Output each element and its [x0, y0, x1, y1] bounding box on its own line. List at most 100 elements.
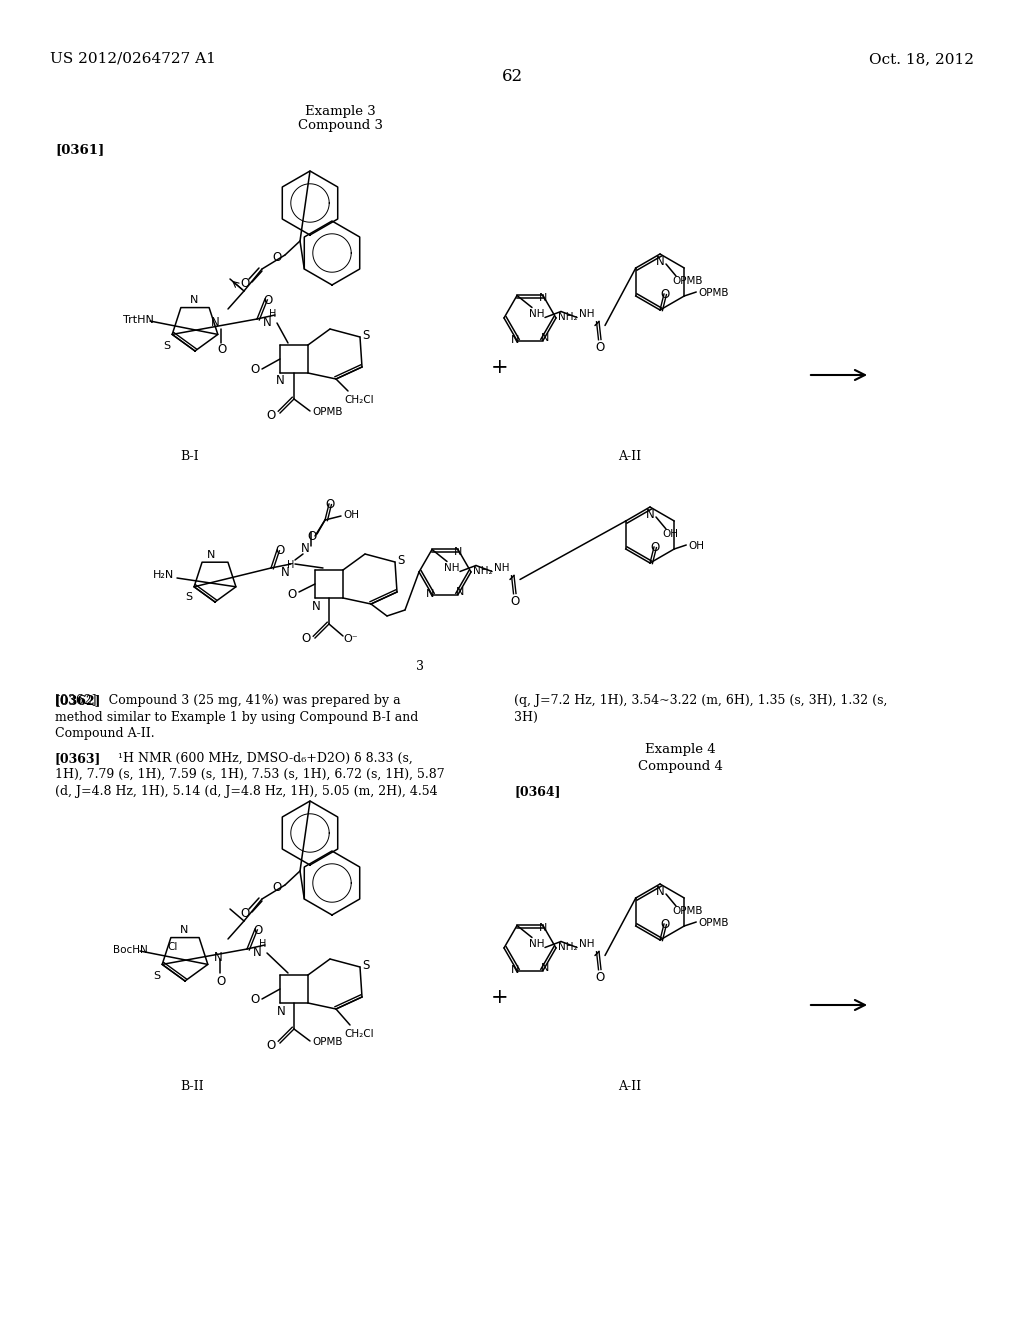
- Text: CH₂Cl: CH₂Cl: [344, 395, 374, 405]
- Text: N: N: [539, 924, 548, 933]
- Text: H: H: [287, 560, 294, 570]
- Text: O: O: [301, 632, 310, 645]
- Text: N: N: [281, 566, 290, 579]
- Text: ¹H NMR (600 MHz, DMSO-d₆+D2O) δ 8.33 (s,: ¹H NMR (600 MHz, DMSO-d₆+D2O) δ 8.33 (s,: [110, 752, 413, 764]
- Text: +: +: [492, 987, 509, 1007]
- Text: O: O: [595, 972, 604, 985]
- Text: 1H), 7.79 (s, 1H), 7.59 (s, 1H), 7.53 (s, 1H), 6.72 (s, 1H), 5.87: 1H), 7.79 (s, 1H), 7.59 (s, 1H), 7.53 (s…: [55, 768, 444, 781]
- Text: O: O: [253, 924, 262, 937]
- Text: O: O: [660, 288, 670, 301]
- Text: S: S: [163, 341, 170, 351]
- Text: Compound A-II.: Compound A-II.: [55, 727, 155, 741]
- Text: N: N: [426, 589, 434, 598]
- Text: N: N: [541, 962, 549, 973]
- Text: H: H: [269, 309, 276, 319]
- Text: NH: NH: [494, 564, 510, 573]
- Text: N: N: [312, 601, 321, 612]
- Text: O: O: [287, 587, 296, 601]
- Text: B-I: B-I: [180, 450, 199, 463]
- Text: S: S: [397, 554, 404, 568]
- Text: A-II: A-II: [618, 450, 641, 463]
- Text: Compound 3: Compound 3: [298, 119, 383, 132]
- Text: O: O: [250, 363, 259, 376]
- Text: N: N: [656, 884, 665, 898]
- Text: O: O: [217, 343, 226, 356]
- Text: NH: NH: [579, 309, 595, 319]
- Text: Example 4: Example 4: [645, 743, 716, 756]
- Text: O⁻: O⁻: [343, 634, 357, 644]
- Text: NH₂: NH₂: [473, 566, 493, 576]
- Text: N: N: [253, 946, 262, 960]
- Text: N: N: [190, 294, 199, 305]
- Text: O: O: [660, 917, 670, 931]
- Text: O: O: [266, 409, 275, 422]
- Text: N: N: [214, 950, 223, 964]
- Text: [0364]: [0364]: [514, 785, 560, 797]
- Text: OPMB: OPMB: [672, 906, 702, 916]
- Text: O: O: [275, 544, 285, 557]
- Text: N: N: [207, 550, 215, 560]
- Text: S: S: [185, 591, 193, 602]
- Text: Example 3: Example 3: [304, 106, 376, 117]
- Text: A-II: A-II: [618, 1080, 641, 1093]
- Text: [0363]: [0363]: [55, 752, 101, 764]
- Text: Oct. 18, 2012: Oct. 18, 2012: [869, 51, 974, 66]
- Text: N: N: [454, 548, 463, 557]
- Text: O: O: [307, 531, 316, 543]
- Text: H₂N: H₂N: [153, 570, 174, 579]
- Text: NH: NH: [529, 940, 545, 949]
- Text: B-II: B-II: [180, 1080, 204, 1093]
- Text: O: O: [266, 1039, 275, 1052]
- Text: OH: OH: [343, 510, 359, 520]
- Text: S: S: [362, 960, 370, 972]
- Text: O: O: [510, 595, 519, 609]
- Text: CH₂Cl: CH₂Cl: [344, 1030, 374, 1039]
- Text: [0362]: [0362]: [55, 694, 101, 708]
- Text: N: N: [211, 315, 220, 329]
- Text: N: N: [263, 315, 271, 329]
- Text: O: O: [650, 541, 659, 554]
- Text: NH₂: NH₂: [558, 312, 578, 322]
- Text: TrtHN: TrtHN: [123, 315, 154, 325]
- Text: S: S: [362, 329, 370, 342]
- Text: [0362]   Compound 3 (25 mg, 41%) was prepared by a: [0362] Compound 3 (25 mg, 41%) was prepa…: [55, 694, 400, 708]
- Text: N: N: [646, 508, 654, 521]
- Text: N: N: [511, 334, 519, 345]
- Text: OPMB: OPMB: [672, 276, 702, 286]
- Text: S: S: [153, 972, 160, 981]
- Text: NH: NH: [579, 940, 595, 949]
- Text: N: N: [541, 333, 549, 342]
- Text: N: N: [301, 543, 309, 554]
- Text: N: N: [539, 293, 548, 304]
- Text: H: H: [259, 939, 266, 949]
- Text: N: N: [656, 255, 665, 268]
- Text: N: N: [456, 586, 464, 597]
- Text: N: N: [180, 925, 188, 935]
- Text: NH₂: NH₂: [558, 942, 578, 952]
- Text: Cl: Cl: [167, 941, 177, 952]
- Text: NH: NH: [444, 564, 460, 573]
- Text: 3: 3: [416, 660, 424, 673]
- Text: O: O: [595, 342, 604, 355]
- Text: (q, J=7.2 Hz, 1H), 3.54~3.22 (m, 6H), 1.35 (s, 3H), 1.32 (s,: (q, J=7.2 Hz, 1H), 3.54~3.22 (m, 6H), 1.…: [514, 694, 888, 708]
- Text: OPMB: OPMB: [698, 917, 729, 928]
- Text: O: O: [272, 251, 282, 264]
- Text: O: O: [240, 907, 249, 920]
- Text: 3H): 3H): [514, 710, 538, 723]
- Text: OPMB: OPMB: [698, 288, 729, 298]
- Text: BocHN: BocHN: [113, 945, 147, 954]
- Text: OPMB: OPMB: [312, 407, 342, 417]
- Text: N: N: [278, 1005, 286, 1018]
- Text: +: +: [492, 358, 509, 378]
- Text: OH: OH: [688, 541, 705, 550]
- Text: [0361]: [0361]: [55, 143, 104, 156]
- Text: O: O: [250, 993, 259, 1006]
- Text: O: O: [216, 975, 225, 987]
- Text: O: O: [272, 880, 282, 894]
- Text: US 2012/0264727 A1: US 2012/0264727 A1: [50, 51, 216, 66]
- Text: OPMB: OPMB: [312, 1038, 342, 1047]
- Text: OH: OH: [662, 529, 678, 539]
- Text: O: O: [240, 277, 249, 290]
- Text: method similar to Example 1 by using Compound B-I and: method similar to Example 1 by using Com…: [55, 710, 419, 723]
- Text: O: O: [325, 498, 334, 511]
